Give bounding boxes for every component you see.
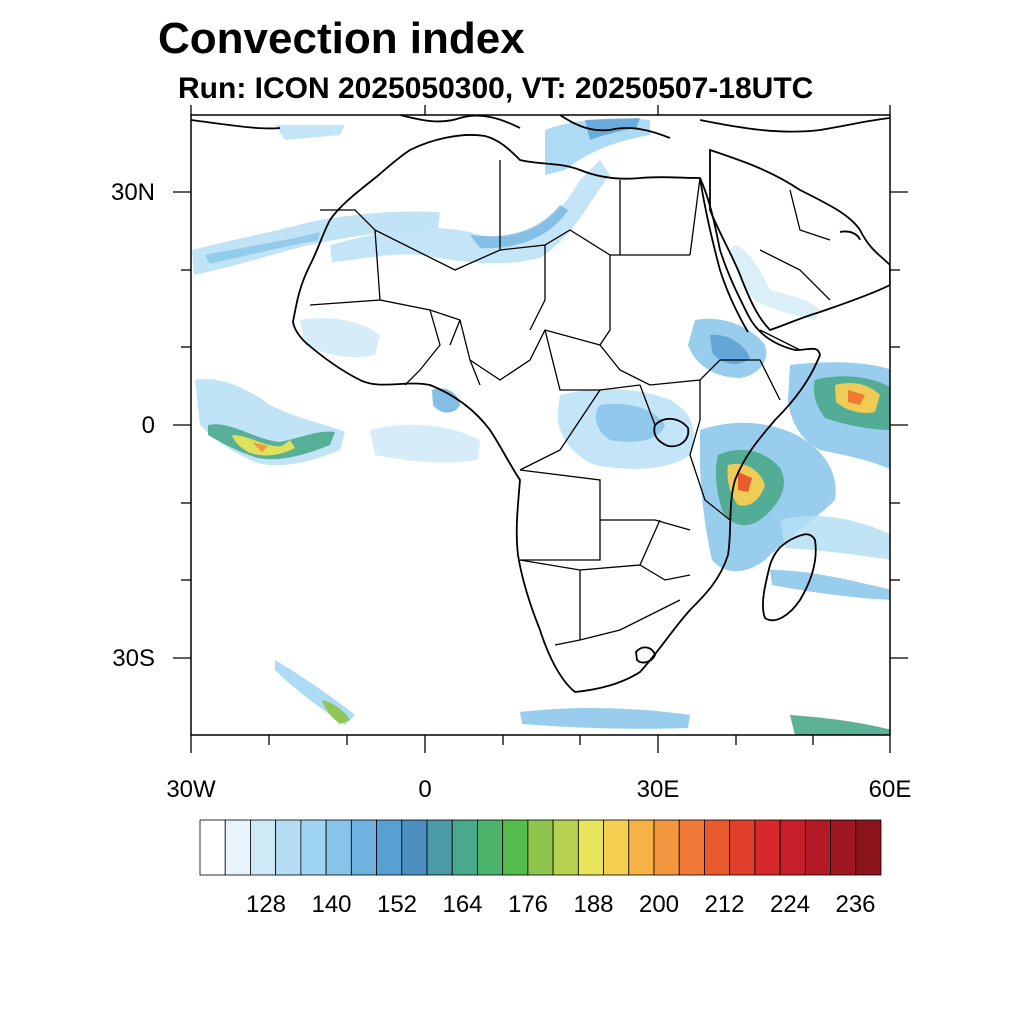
country-borders xyxy=(309,160,831,646)
coast-socotra xyxy=(839,230,861,241)
colorbar-swatch xyxy=(350,819,377,876)
colorbar-swatch xyxy=(628,819,655,876)
colorbar-swatch xyxy=(224,819,251,876)
colorbar-label: 176 xyxy=(508,891,548,918)
colorbar-swatch xyxy=(729,819,756,876)
coast-lake-victoria xyxy=(653,418,690,448)
colorbar-label: 212 xyxy=(704,891,744,918)
convection-field xyxy=(192,118,890,735)
field-indian-ocean-peak xyxy=(848,390,865,405)
page-subtitle: Run: ICON 2025050300, VT: 20250507-18UTC xyxy=(178,72,814,105)
coast-red-sea xyxy=(699,177,749,333)
axis-ticks xyxy=(173,105,908,753)
colorbar-swatch xyxy=(451,819,478,876)
colorbar-swatch xyxy=(577,819,604,876)
coast-europe xyxy=(191,115,890,139)
coast-lesotho xyxy=(635,646,656,664)
lat-label-30s: 30S xyxy=(112,645,155,672)
field-guinea xyxy=(370,424,480,463)
field-arabia xyxy=(730,245,820,320)
colorbar-swatch xyxy=(552,819,579,876)
coast-madagascar xyxy=(762,533,817,622)
lon-label-0: 0 xyxy=(418,776,431,803)
colorbar-swatch xyxy=(275,819,302,876)
colorbar-swatch xyxy=(754,819,781,876)
lat-label-0: 0 xyxy=(142,412,155,439)
field-north-atlantic-core xyxy=(205,232,320,264)
colorbar-swatch xyxy=(804,819,831,876)
field-guinea-island xyxy=(432,388,460,413)
field-eq-atlantic-peak xyxy=(252,442,268,452)
colorbar-swatch xyxy=(325,819,352,876)
field-indian-ocean-south xyxy=(780,515,890,560)
field-east-africa-peak xyxy=(738,472,752,492)
colorbar-swatch xyxy=(603,819,630,876)
field-west-africa xyxy=(300,318,380,357)
lon-label-60e: 60E xyxy=(869,776,912,803)
colorbar-swatch xyxy=(779,819,806,876)
coast-africa xyxy=(292,134,821,693)
colorbar-label: 236 xyxy=(835,891,875,918)
colorbar-label: 200 xyxy=(639,891,679,918)
lon-label-30w: 30W xyxy=(166,776,216,803)
field-ethiopia-core xyxy=(710,334,750,364)
colorbar xyxy=(199,819,882,876)
field-sahara-core xyxy=(470,205,568,249)
colorbar-swatch xyxy=(704,819,731,876)
colorbar-label: 224 xyxy=(770,891,810,918)
field-sahara-band xyxy=(330,160,610,264)
colorbar-swatch xyxy=(527,819,554,876)
colorbar-label: 128 xyxy=(246,891,286,918)
field-indian-ocean-sw xyxy=(770,570,890,600)
field-southern-band-1 xyxy=(520,708,690,729)
colorbar-label: 188 xyxy=(573,891,613,918)
field-congo-core xyxy=(595,403,665,442)
colorbar-swatch xyxy=(376,819,403,876)
colorbar-swatch xyxy=(830,819,857,876)
colorbar-label: 152 xyxy=(377,891,417,918)
colorbar-label: 140 xyxy=(311,891,351,918)
colorbar-swatch xyxy=(199,819,226,876)
colorbar-labels: 128 140 152 164 176 188 200 212 224 236 xyxy=(246,891,876,918)
colorbar-swatch xyxy=(300,819,327,876)
colorbar-swatch xyxy=(426,819,453,876)
colorbar-swatch xyxy=(250,819,277,876)
colorbar-swatch xyxy=(401,819,428,876)
field-mediterranean xyxy=(545,118,650,175)
page-title: Convection index xyxy=(158,14,525,63)
field-eq-atlantic-mid xyxy=(208,424,335,460)
coastlines xyxy=(191,115,890,693)
field-southern-band-2 xyxy=(790,715,890,735)
lon-label-30e: 30E xyxy=(637,776,680,803)
colorbar-swatch xyxy=(653,819,680,876)
colorbar-swatch xyxy=(855,819,882,876)
coast-arabia xyxy=(709,148,890,332)
field-north-atlantic-band xyxy=(192,211,440,275)
colorbar-swatch xyxy=(502,819,529,876)
colorbar-swatch xyxy=(678,819,705,876)
field-south-atlantic-core xyxy=(322,700,350,724)
colorbar-label: 164 xyxy=(442,891,482,918)
colorbar-swatch xyxy=(477,819,504,876)
field-atlantic-nw xyxy=(275,125,345,140)
lat-label-30n: 30N xyxy=(111,179,155,206)
